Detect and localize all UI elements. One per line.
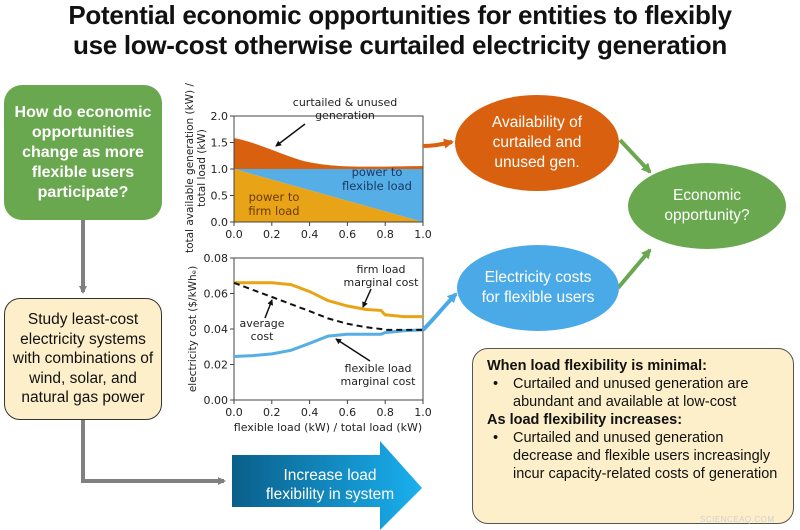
svg-text:total available generation (kW: total available generation (kW) /	[184, 83, 196, 254]
watermark: SCIENCEAQ.COM	[700, 515, 775, 524]
study-method-box: Study least-cost electricity systems wit…	[4, 298, 162, 420]
svg-text:curtailed & unused: curtailed & unused	[293, 96, 397, 109]
svg-text:0.5: 0.5	[211, 190, 229, 203]
svg-text:0.8: 0.8	[376, 406, 394, 419]
svg-text:0.04: 0.04	[204, 323, 229, 336]
svg-text:0.00: 0.00	[204, 394, 229, 407]
increase-flexibility-label: Increase load flexibility in system	[234, 466, 426, 504]
study-method-text: Study least-cost electricity systems wit…	[12, 311, 154, 407]
findings-box: When load flexibility is minimal: Curtai…	[472, 348, 794, 524]
increase-flexibility-line-1: Increase load	[283, 467, 377, 484]
svg-text:1.0: 1.0	[211, 163, 229, 176]
svg-text:power to: power to	[352, 165, 403, 179]
generation-area-chart: 2.0 1.5 1.0 0.5 0.0 0.0 0.2 0.4 0.6 0.8 1.0 tot…	[184, 83, 432, 254]
svg-text:marginal cost: marginal cost	[341, 375, 417, 388]
economic-opportunity-text: Economic opportunity?	[664, 187, 750, 224]
research-question-text: How do economic opportunities change as …	[14, 103, 152, 201]
arrow-chart-to-availability	[422, 138, 454, 149]
svg-text:1.5: 1.5	[211, 137, 229, 150]
finding-bullet-increases: Curtailed and unused generation decrease…	[487, 429, 779, 483]
svg-text:0.4: 0.4	[301, 228, 319, 241]
economic-opportunity-ellipse: Economic opportunity?	[628, 163, 786, 249]
finding-bullet-minimal: Curtailed and unused generation are abun…	[487, 375, 779, 411]
svg-text:0.0: 0.0	[225, 406, 243, 419]
firm-load-area	[234, 169, 423, 222]
svg-text:0.6: 0.6	[339, 406, 357, 419]
svg-text:power to: power to	[249, 190, 300, 204]
title-line-1: Potential economic opportunities for ent…	[68, 0, 732, 30]
research-question-box: How do economic opportunities change as …	[4, 85, 162, 220]
arrow-costs-to-economic	[616, 248, 652, 290]
flow-connector-study-to-arrow	[81, 420, 226, 485]
svg-text:marginal cost: marginal cost	[344, 276, 420, 289]
availability-ellipse: Availability of curtailed and unused gen…	[455, 95, 619, 191]
arrow-availability-to-economic	[618, 138, 652, 174]
svg-text:0.2: 0.2	[263, 406, 281, 419]
svg-text:1.0: 1.0	[414, 228, 432, 241]
availability-text: Availability of curtailed and unused gen…	[491, 114, 583, 171]
svg-text:total load (kW): total load (kW)	[196, 129, 208, 207]
page-title: Potential economic opportunities for ent…	[0, 0, 800, 60]
svg-text:0.08: 0.08	[204, 252, 229, 265]
svg-text:0.2: 0.2	[263, 228, 281, 241]
svg-text:2.0: 2.0	[211, 110, 229, 123]
svg-text:0.02: 0.02	[204, 359, 229, 372]
svg-text:flexible load: flexible load	[342, 179, 412, 193]
finding-heading-minimal: When load flexibility is minimal:	[487, 358, 707, 374]
svg-text:cost: cost	[251, 330, 275, 343]
svg-text:0.06: 0.06	[204, 288, 229, 301]
svg-text:0.6: 0.6	[339, 228, 357, 241]
svg-text:firm load: firm load	[357, 263, 406, 276]
flexible-costs-ellipse: Electricity costs for flexible users	[457, 245, 619, 331]
svg-text:electricity cost ($/kWhₑ): electricity cost ($/kWhₑ)	[187, 266, 199, 392]
cost-line-chart: 0.08 0.06 0.04 0.02 0.00 0.0 0.2 0.4 0.6 0.8 1.…	[187, 252, 432, 434]
svg-text:0.0: 0.0	[225, 228, 243, 241]
curtailed-area	[234, 138, 423, 169]
increase-flexibility-arrow	[232, 441, 422, 530]
finding-heading-increases: As load flexibility increases:	[487, 412, 683, 428]
svg-text:0.0: 0.0	[211, 216, 229, 229]
title-line-2: use low-cost otherwise curtailed electri…	[73, 30, 727, 60]
svg-text:flexible load: flexible load	[345, 362, 412, 375]
svg-text:0.8: 0.8	[376, 228, 394, 241]
svg-text:flexible load (kW) / total loa: flexible load (kW) / total load (kW)	[234, 421, 422, 434]
svg-text:generation: generation	[315, 109, 375, 122]
arrow-chart-to-costs	[421, 292, 458, 332]
svg-text:1.0: 1.0	[414, 406, 432, 419]
svg-text:0.4: 0.4	[301, 406, 319, 419]
svg-text:average: average	[239, 317, 284, 330]
svg-text:firm load: firm load	[248, 204, 299, 218]
flexible-costs-text: Electricity costs for flexible users	[481, 269, 595, 306]
increase-flexibility-line-2: flexibility in system	[265, 486, 395, 503]
